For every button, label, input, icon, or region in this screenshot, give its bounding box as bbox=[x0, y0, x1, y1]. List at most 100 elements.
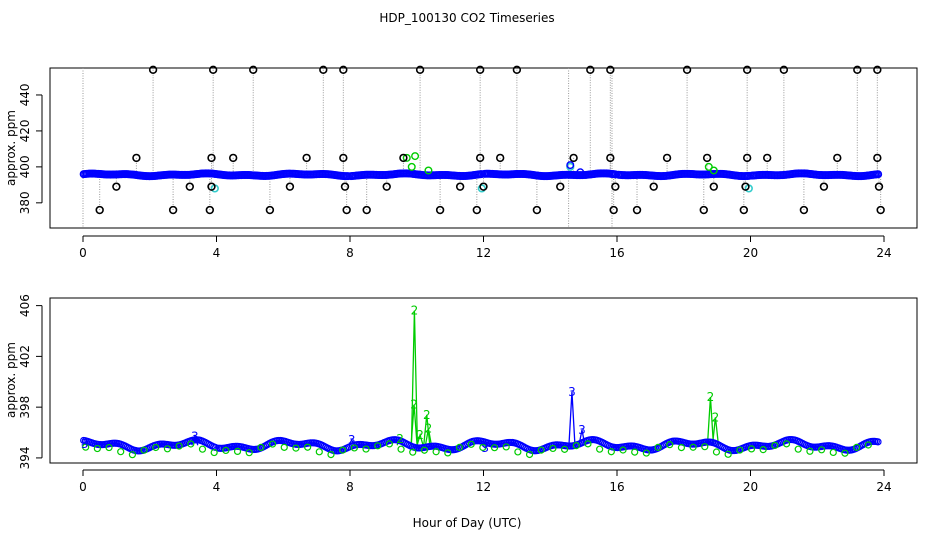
co2-point-alt bbox=[304, 443, 312, 451]
series-2-label: 2 bbox=[396, 432, 404, 446]
co2-point bbox=[874, 170, 883, 179]
panel-top-x-tick-label: 8 bbox=[346, 246, 354, 260]
co2-point-alt bbox=[561, 445, 569, 453]
co2-point-alt bbox=[747, 445, 756, 453]
figure-title: HDP_100130 CO2 Timeseries bbox=[379, 11, 554, 25]
outlier-point bbox=[455, 182, 465, 191]
outlier-point bbox=[319, 65, 328, 74]
outlier-point bbox=[265, 205, 275, 215]
co2-point-flag bbox=[477, 184, 486, 193]
series-2-spike bbox=[410, 310, 419, 446]
panel-top-series bbox=[79, 152, 883, 193]
outlier-point bbox=[662, 153, 672, 163]
panel-bottom-y-tick-label: 402 bbox=[18, 345, 32, 368]
co2-point-alt bbox=[525, 450, 534, 459]
outlier-point bbox=[285, 182, 295, 191]
series-2-spike bbox=[706, 396, 715, 446]
outlier-point bbox=[207, 182, 216, 191]
series-3-label: 3 bbox=[481, 441, 489, 455]
series-3-label: 3 bbox=[348, 433, 356, 447]
co2-point-alt bbox=[549, 444, 557, 453]
outlier-point bbox=[475, 153, 485, 163]
co2-point-alt bbox=[198, 445, 207, 453]
co2-point-alt bbox=[701, 443, 709, 451]
panel-bottom-x-axis: 0 4 8 12 16 20 24 bbox=[79, 469, 892, 494]
series-3-label: 3 bbox=[81, 437, 89, 451]
co2-point-alt bbox=[233, 447, 242, 456]
outlier-point bbox=[779, 65, 789, 74]
panel-top-x-axis: 0 4 8 12 16 20 24 bbox=[79, 235, 892, 260]
co2-point-alt bbox=[537, 446, 545, 454]
outlier-point bbox=[874, 182, 884, 191]
outlier-point bbox=[207, 153, 216, 163]
panel-top-x-tick-label: 4 bbox=[213, 246, 221, 260]
outlier-point bbox=[112, 182, 121, 191]
outlier-point bbox=[611, 182, 620, 191]
series-2-spike bbox=[410, 404, 418, 446]
co2-point-alt bbox=[689, 443, 697, 451]
outlier-point bbox=[873, 153, 882, 163]
co2-point-alt bbox=[210, 448, 218, 457]
panel-bottom-y-tick-label: 398 bbox=[18, 396, 32, 419]
co2-point-alt bbox=[339, 446, 347, 454]
co2-point-alt bbox=[864, 441, 872, 449]
co2-point-alt bbox=[514, 448, 522, 456]
co2-point-alt bbox=[794, 445, 802, 453]
outlier-point bbox=[95, 205, 104, 215]
outlier-point bbox=[479, 182, 488, 191]
outlier-point bbox=[339, 65, 348, 74]
panel-top-x-tick-label: 20 bbox=[743, 246, 758, 260]
series-2-spike bbox=[416, 432, 424, 446]
outlier-point bbox=[632, 205, 642, 215]
panel-top-y-tick-label: 440 bbox=[18, 84, 32, 107]
co2-point-alt bbox=[268, 440, 277, 448]
outlier-point bbox=[168, 205, 178, 215]
panel-top-ylabel: approx. ppm bbox=[4, 110, 18, 186]
co2-point-alt bbox=[467, 440, 475, 448]
outlier-point bbox=[399, 153, 408, 163]
panel-top-outliers bbox=[95, 65, 885, 215]
co2-point-alt bbox=[771, 441, 779, 449]
panel-top-x-tick-label: 24 bbox=[876, 246, 891, 260]
co2-point-alt bbox=[782, 440, 791, 448]
panel-top: 0 4 8 12 16 20 24 380 400 420 440 approx. ppm bbox=[4, 65, 918, 260]
panel-top-x-tick-label: 16 bbox=[609, 246, 624, 260]
outlier-point bbox=[739, 205, 749, 215]
series-2-spike bbox=[711, 417, 720, 446]
co2-point-alt bbox=[709, 166, 718, 175]
series-2-label: 2 bbox=[410, 398, 418, 412]
outlier-point bbox=[495, 153, 505, 163]
co2-point-alt bbox=[619, 446, 627, 454]
outlier-point bbox=[148, 65, 158, 74]
panel-bottom-y-tick-label: 394 bbox=[18, 446, 32, 469]
co2-point-alt bbox=[584, 440, 592, 448]
outlier-point bbox=[132, 153, 141, 163]
co2-point-alt bbox=[424, 166, 433, 175]
panel-top-x-tick-label: 12 bbox=[476, 246, 491, 260]
co2-point-alt bbox=[432, 448, 440, 456]
series-2-label: 2 bbox=[423, 408, 431, 422]
co2-point-alt bbox=[245, 449, 253, 457]
panel-bottom-x-tick-label: 8 bbox=[346, 480, 354, 494]
outlier-point bbox=[606, 153, 615, 163]
outlier-point bbox=[742, 153, 752, 163]
outlier-point bbox=[532, 205, 542, 215]
panel-bottom-series bbox=[80, 310, 882, 459]
co2-point-alt bbox=[817, 446, 826, 454]
outlier-point bbox=[512, 65, 522, 74]
panel-bottom-x-tick-label: 20 bbox=[743, 480, 758, 494]
co2-point bbox=[874, 438, 882, 446]
outlier-point bbox=[649, 182, 658, 191]
outlier-point bbox=[382, 182, 391, 191]
panel-bottom-x-tick-label: 16 bbox=[609, 480, 624, 494]
co2-point-alt bbox=[479, 443, 487, 452]
panel-top-y-tick-label: 400 bbox=[18, 155, 32, 178]
outlier-point bbox=[702, 153, 712, 163]
co2-point-alt bbox=[163, 445, 172, 453]
series-2-label: 2 bbox=[416, 428, 424, 442]
outlier-point bbox=[853, 65, 862, 74]
co2-point-alt bbox=[677, 443, 686, 452]
series-2-label: 2 bbox=[712, 410, 720, 424]
panel-top-drop-lines bbox=[82, 68, 882, 228]
